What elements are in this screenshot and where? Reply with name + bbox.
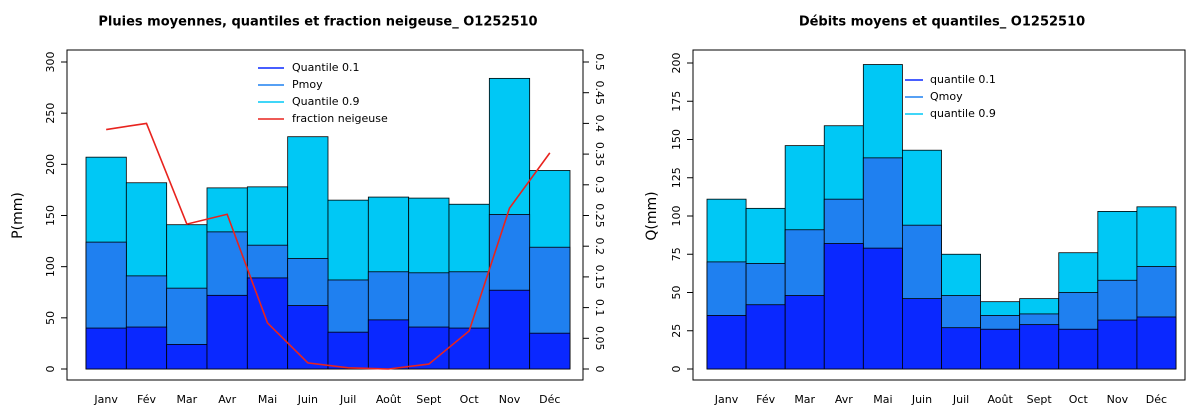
legend-label: quantile 0.9 [930, 107, 996, 120]
chart-title: Débits moyens et quantiles_ O1252510 [799, 15, 1085, 30]
y2-tick-label: 0.2 [593, 237, 606, 255]
x-tick-label: Nov [499, 393, 521, 406]
x-tick-label: Août [376, 393, 402, 406]
x-tick-label: Sept [416, 393, 442, 406]
bar [1136, 316, 1177, 370]
bar [745, 304, 786, 370]
bar [408, 326, 450, 370]
y-tick-label: 100 [44, 256, 57, 277]
y2-tick-label: 0.35 [593, 142, 606, 167]
bar [706, 315, 747, 370]
y-tick-label: 200 [670, 53, 683, 74]
legend-label: Qmoy [930, 90, 963, 103]
x-tick-label: Mai [873, 393, 892, 406]
x-tick-label: Avr [218, 393, 236, 406]
bar [166, 344, 208, 370]
x-tick-label: Fév [756, 393, 775, 406]
legend-label: Pmoy [292, 78, 323, 91]
legend-label: fraction neigeuse [292, 112, 388, 125]
bar [862, 247, 903, 370]
y2-tick-label: 0.1 [593, 299, 606, 317]
x-tick-label: Oct [460, 393, 480, 406]
x-tick-label: Déc [1146, 393, 1167, 406]
y-tick-label: 0 [44, 366, 57, 373]
x-tick-label: Août [987, 393, 1013, 406]
bar [367, 319, 410, 370]
bar [125, 326, 168, 370]
y-tick-label: 25 [670, 324, 683, 338]
y-tick-label: 200 [44, 154, 57, 175]
y-tick-label: 50 [670, 286, 683, 300]
y-tick-label: 0 [670, 366, 683, 373]
y-tick-label: 150 [670, 129, 683, 150]
bar [902, 298, 942, 370]
y-tick-label: 100 [670, 206, 683, 227]
y-axis-label: P(mm) [10, 192, 26, 239]
y2-tick-label: 0.4 [593, 115, 606, 132]
y2-tick-label: 0.3 [593, 176, 606, 194]
plot-frame [66, 49, 584, 381]
x-tick-label: Juin [297, 393, 318, 406]
bar [488, 289, 531, 370]
legend-label: quantile 0.1 [930, 73, 996, 86]
x-tick-label: Mai [258, 393, 277, 406]
x-tick-label: Janv [714, 393, 739, 406]
x-tick-label: Fév [137, 393, 156, 406]
line-series [106, 122, 551, 370]
y-tick-label: 50 [44, 311, 57, 325]
bar [85, 327, 127, 370]
y-tick-label: 250 [44, 103, 57, 124]
y2-tick-label: 0.5 [593, 53, 606, 71]
x-tick-label: Juil [339, 393, 356, 406]
bar [784, 295, 825, 370]
x-tick-label: Mar [176, 393, 197, 406]
bar [980, 328, 1021, 370]
y2-tick-label: 0.15 [593, 265, 606, 290]
x-tick-label: Mar [794, 393, 815, 406]
bar [1019, 324, 1060, 370]
y-axis-label: Q(mm) [644, 191, 660, 240]
legend-label: Quantile 0.9 [292, 95, 360, 108]
bar [206, 294, 248, 370]
x-tick-label: Sept [1027, 393, 1053, 406]
legend-label: Quantile 0.1 [292, 61, 360, 74]
y-tick-label: 300 [44, 52, 57, 73]
x-tick-label: Nov [1107, 393, 1129, 406]
x-tick-label: Juil [952, 393, 969, 406]
y2-tick-label: 0 [593, 366, 606, 373]
y2-tick-label: 0.05 [593, 326, 606, 351]
bar [448, 327, 490, 370]
y-tick-label: 75 [670, 247, 683, 261]
y-tick-label: 175 [670, 91, 683, 112]
bar [529, 332, 571, 370]
x-tick-label: Oct [1069, 393, 1089, 406]
bar [1058, 328, 1099, 370]
y-tick-label: 150 [44, 205, 57, 226]
bar [941, 327, 981, 370]
x-tick-label: Janv [93, 393, 118, 406]
y2-tick-label: 0.45 [593, 80, 606, 105]
bar [823, 243, 864, 370]
bar [1097, 319, 1138, 370]
x-tick-label: Déc [539, 393, 560, 406]
plot-frame [692, 49, 1186, 381]
bar [327, 331, 369, 370]
chart-title: Pluies moyennes, quantiles et fraction n… [98, 15, 537, 30]
y-tick-label: 125 [670, 167, 683, 188]
x-tick-label: Juin [911, 393, 932, 406]
y2-tick-label: 0.25 [593, 203, 606, 228]
x-tick-label: Avr [835, 393, 853, 406]
bar [287, 305, 329, 370]
